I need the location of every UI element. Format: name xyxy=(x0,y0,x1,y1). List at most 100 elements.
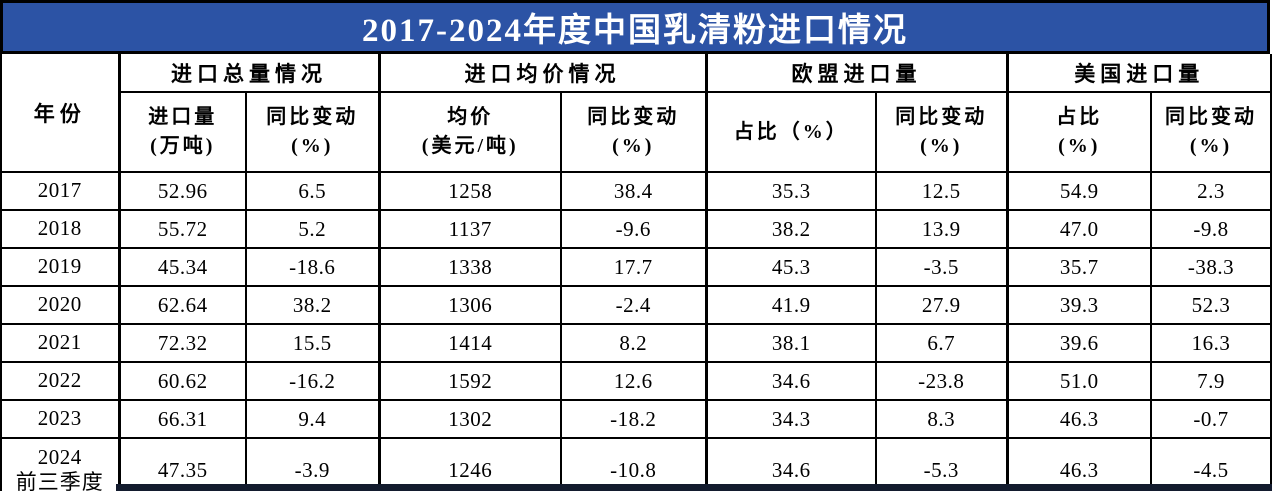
data-cell: 45.34 xyxy=(117,247,247,287)
data-cell: 12.5 xyxy=(875,171,1008,211)
year-cell: 2021 xyxy=(0,323,120,363)
data-cell: 1302 xyxy=(377,399,562,439)
subheader-volume-yoy: 同比变动 (%) xyxy=(245,91,380,173)
subheader-avg-price: 均价 (美元/吨) xyxy=(377,91,562,173)
data-cell: 45.3 xyxy=(704,247,877,287)
data-cell: 2.3 xyxy=(1150,171,1272,211)
data-cell: 34.6 xyxy=(704,361,877,401)
data-cell: -9.6 xyxy=(560,209,707,249)
data-cell: 35.3 xyxy=(704,171,877,211)
page-title: 2017-2024年度中国乳清粉进口情况 xyxy=(362,13,908,49)
data-cell: 17.7 xyxy=(560,247,707,287)
data-cell: 1306 xyxy=(377,285,562,325)
data-cell: 16.3 xyxy=(1150,323,1272,363)
data-cell: 9.4 xyxy=(245,399,380,439)
data-cell: 47.35 xyxy=(117,437,247,491)
data-cell: 1592 xyxy=(377,361,562,401)
data-cell: 41.9 xyxy=(704,285,877,325)
data-cell: 38.2 xyxy=(245,285,380,325)
sub-header-row: 进口量 (万吨) 同比变动 (%) 均价 (美元/吨) 同比变动 (%) 占比（… xyxy=(1,91,1272,173)
group-header-row: 年份 进口总量情况 进口均价情况 欧盟进口量 美国进口量 xyxy=(0,54,1272,173)
data-cell: -3.9 xyxy=(245,437,380,491)
data-cell: 55.72 xyxy=(117,209,247,249)
subheader-line1: 同比变动 xyxy=(1165,106,1257,128)
data-cell: 66.31 xyxy=(117,399,247,439)
data-cell: -4.5 xyxy=(1150,437,1272,491)
next-section-edge-strip xyxy=(116,484,1272,491)
data-cell: -5.3 xyxy=(875,437,1008,491)
data-cell: 34.6 xyxy=(704,437,877,491)
data-cell: 8.3 xyxy=(875,399,1008,439)
data-cell: 1258 xyxy=(377,171,562,211)
year-cell: 2017 xyxy=(0,171,120,211)
data-cell: 12.6 xyxy=(560,361,707,401)
data-cell: 6.7 xyxy=(875,323,1008,363)
data-cell: 15.5 xyxy=(245,323,380,363)
data-cell: -38.3 xyxy=(1150,247,1272,287)
data-cell: 47.0 xyxy=(1005,209,1152,249)
data-cell: -10.8 xyxy=(560,437,707,491)
data-cell: 52.3 xyxy=(1150,285,1272,325)
year-label: 2021 xyxy=(37,330,82,355)
subheader-eu-yoy: 同比变动 (%) xyxy=(875,91,1008,173)
data-cell: 6.5 xyxy=(245,171,380,211)
group-header-year: 年份 xyxy=(0,54,120,173)
data-cell: 34.3 xyxy=(704,399,877,439)
data-cell: 62.64 xyxy=(117,285,247,325)
year-sublabel: 前三季度 xyxy=(15,470,104,491)
data-cell: 46.3 xyxy=(1005,399,1152,439)
subheader-line1: 占比 xyxy=(1056,106,1103,128)
table-row-2018: 2018 55.72 5.2 1137 -9.6 38.2 13.9 47.0 … xyxy=(0,209,1272,249)
subheader-line2: (%) xyxy=(612,135,655,157)
subheader-line1: 进口量 xyxy=(148,106,218,128)
year-cell: 2019 xyxy=(0,247,120,287)
data-cell: 51.0 xyxy=(1005,361,1152,401)
year-label: 2017 xyxy=(37,178,82,203)
year-cell: 2023 xyxy=(0,399,120,439)
data-cell: 39.6 xyxy=(1005,323,1152,363)
table-row-2020: 2020 62.64 38.2 1306 -2.4 41.9 27.9 39.3… xyxy=(0,285,1272,325)
subheader-import-volume: 进口量 (万吨) xyxy=(117,91,247,173)
data-cell: 8.2 xyxy=(560,323,707,363)
year-label: 2019 xyxy=(37,254,82,279)
subheader-eu-share: 占比（%） xyxy=(704,91,877,173)
data-cell: 5.2 xyxy=(245,209,380,249)
data-cell: 39.3 xyxy=(1005,285,1152,325)
subheader-line2: (%) xyxy=(1189,135,1233,157)
subheader-line1: 同比变动 xyxy=(895,106,988,128)
subheader-line2: (%) xyxy=(920,135,963,157)
data-cell: -23.8 xyxy=(875,361,1008,401)
subheader-line1: 占比（%） xyxy=(733,120,849,143)
data-cell: -18.6 xyxy=(245,247,380,287)
year-label: 2018 xyxy=(37,216,82,241)
subheader-line2: (美元/吨) xyxy=(421,135,519,157)
subheader-line1: 均价 xyxy=(447,106,494,128)
table-row-2021: 2021 72.32 15.5 1414 8.2 38.1 6.7 39.6 1… xyxy=(0,323,1272,363)
data-cell: 54.9 xyxy=(1005,171,1152,211)
subheader-price-yoy: 同比变动 (%) xyxy=(560,91,707,173)
subheader-us-share: 占比 (%) xyxy=(1005,91,1152,173)
data-cell: -3.5 xyxy=(875,247,1008,287)
group-header-avg-price: 进口均价情况 xyxy=(377,54,707,93)
data-cell: -0.7 xyxy=(1150,399,1272,439)
table-row-2023: 2023 66.31 9.4 1302 -18.2 34.3 8.3 46.3 … xyxy=(0,399,1272,439)
data-cell: 46.3 xyxy=(1005,437,1152,491)
data-cell: 52.96 xyxy=(117,171,247,211)
table-row-2017: 2017 52.96 6.5 1258 38.4 35.3 12.5 54.9 … xyxy=(0,171,1272,211)
year-label: 2023 xyxy=(37,406,82,431)
data-cell: 1338 xyxy=(377,247,562,287)
data-cell: 60.62 xyxy=(117,361,247,401)
subheader-us-yoy: 同比变动 (%) xyxy=(1150,91,1272,173)
subheader-line2: (%) xyxy=(1058,135,1101,157)
group-header-eu-imports: 欧盟进口量 xyxy=(704,54,1008,93)
subheader-line2: (%) xyxy=(291,135,334,157)
table-row-2024-q1-q3: 2024 前三季度 47.35 -3.9 1246 -10.8 34.6 -5.… xyxy=(0,437,1272,491)
data-cell: 13.9 xyxy=(875,209,1008,249)
year-cell: 2018 xyxy=(0,209,120,249)
data-cell: -18.2 xyxy=(560,399,707,439)
data-cell: 27.9 xyxy=(875,285,1008,325)
group-header-us-imports: 美国进口量 xyxy=(1005,54,1272,93)
whey-import-table: 年份 进口总量情况 进口均价情况 欧盟进口量 美国进口量 进口量 (万吨) 同比… xyxy=(0,54,1272,491)
data-cell: -16.2 xyxy=(245,361,380,401)
title-bar: 2017-2024年度中国乳清粉进口情况 xyxy=(0,0,1270,54)
